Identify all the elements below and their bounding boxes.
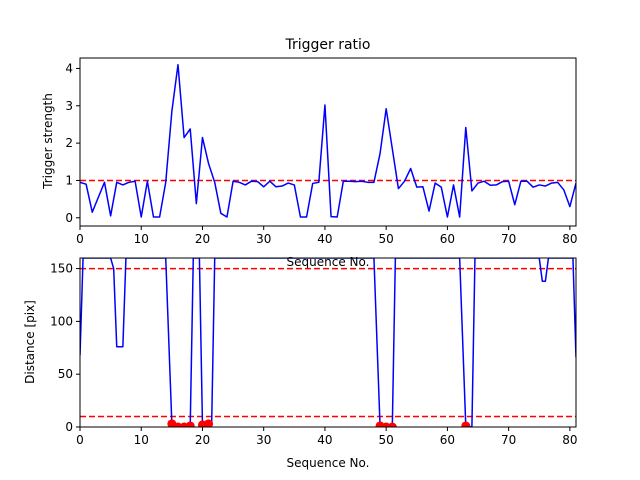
y-tick-label: 0	[65, 211, 73, 225]
plot-content	[80, 258, 576, 427]
distance-panel: Distance [pix] Sequence No. 0 10 20 30 40 50 6…	[23, 257, 578, 470]
x-tick-label: 10	[134, 433, 149, 447]
y-tick-label: 50	[58, 367, 73, 381]
x-tick-label: 10	[134, 232, 149, 246]
y-tick-label: 100	[50, 314, 73, 328]
x-tick-label: 80	[562, 232, 577, 246]
y-tick-label: 150	[50, 262, 73, 276]
series-line	[80, 63, 576, 218]
x-axis-label: Sequence No.	[287, 456, 370, 470]
x-tick-label: 50	[379, 433, 394, 447]
x-tick-label: 70	[501, 232, 516, 246]
data-point-marker	[204, 419, 214, 427]
x-tick-label: 40	[317, 433, 332, 447]
y-tick-label: 3	[65, 99, 73, 113]
plot-area: 0 10 20 30 40 50 60 70 80 0 1 2 3 4	[65, 57, 578, 246]
x-tick-label: 40	[317, 232, 332, 246]
x-tick-label: 50	[379, 232, 394, 246]
y-axis-label: Trigger strength	[41, 93, 55, 190]
x-tick-label: 0	[76, 232, 84, 246]
x-tick-label: 60	[440, 433, 455, 447]
x-tick-label: 30	[256, 232, 271, 246]
x-tick-label: 80	[562, 433, 577, 447]
x-tick-label: 70	[501, 433, 516, 447]
plot-area: 0 10 20 30 40 50 60 70 80 0 50 100 150	[50, 257, 578, 447]
y-tick-label: 2	[65, 136, 73, 150]
y-tick-label: 4	[65, 61, 73, 75]
x-tick-label: 60	[440, 232, 455, 246]
data-point-marker	[461, 421, 471, 427]
y-axis-label: Distance [pix]	[23, 300, 37, 384]
x-tick-label: 30	[256, 433, 271, 447]
data-point-marker	[387, 422, 397, 427]
axes-frame	[79, 57, 577, 227]
y-tick-label: 1	[65, 173, 73, 187]
x-tick-label: 0	[76, 433, 84, 447]
x-tick-label: 20	[195, 232, 210, 246]
plot-content	[80, 63, 576, 218]
chart-title: Trigger ratio	[284, 37, 370, 53]
y-tick-label: 0	[65, 420, 73, 434]
axes-frame	[79, 257, 577, 428]
x-axis-label: Sequence No.	[287, 255, 370, 269]
x-tick-label: 20	[195, 433, 210, 447]
data-point-marker	[185, 421, 195, 427]
trigger-ratio-panel: Trigger ratio Trigger strength Sequence …	[41, 37, 578, 269]
